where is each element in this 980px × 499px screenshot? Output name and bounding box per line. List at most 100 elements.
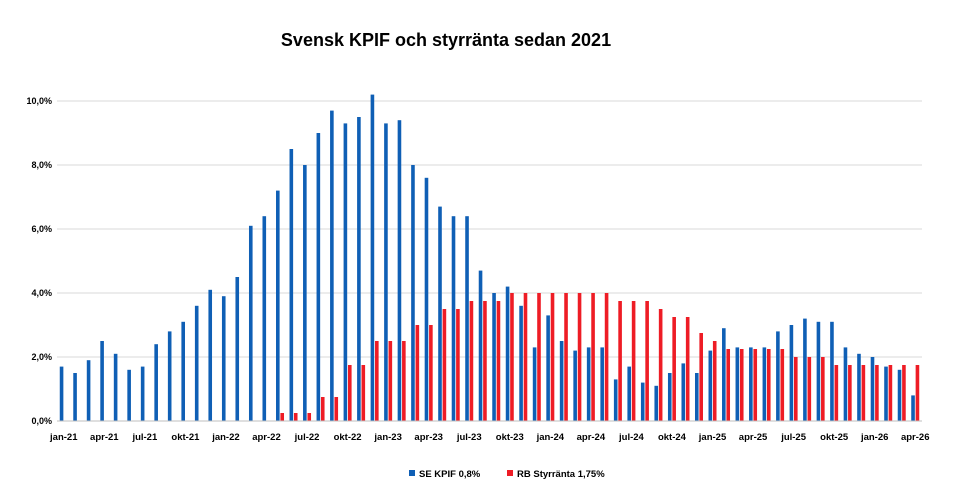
bar-kpif: [330, 110, 334, 421]
bar-kpif: [316, 133, 321, 421]
bar-styrranta: [712, 341, 717, 421]
bar-kpif: [100, 341, 104, 421]
x-tick-label: jul-22: [294, 432, 320, 443]
bar-kpif: [343, 123, 348, 422]
bar-kpif: [559, 341, 564, 421]
bar-kpif: [897, 369, 902, 421]
bar-kpif: [154, 344, 158, 421]
bar-kpif: [289, 149, 294, 421]
bar-styrranta: [726, 349, 731, 421]
chart-title: Svensk KPIF och styrränta sedan 2021: [281, 30, 611, 50]
bar-styrranta: [645, 301, 649, 421]
bar-styrranta: [685, 317, 690, 421]
bar-kpif: [492, 293, 496, 421]
bar-kpif: [830, 321, 834, 421]
bar-styrranta: [469, 301, 474, 421]
x-tick-label: jan-24: [536, 432, 565, 443]
legend-swatch-styrranta: [507, 470, 513, 476]
x-tick-label: apr-22: [252, 432, 281, 443]
bar-kpif: [843, 347, 848, 421]
x-tick-label: apr-21: [90, 432, 119, 443]
bar-kpif: [505, 286, 510, 421]
bar-kpif: [722, 328, 726, 421]
x-tick-label: apr-24: [577, 432, 606, 443]
bar-kpif: [884, 366, 888, 421]
bar-kpif: [627, 366, 632, 421]
bar-styrranta: [753, 349, 758, 421]
bar-kpif: [194, 305, 199, 421]
bar-styrranta: [347, 365, 352, 421]
bar-styrranta: [442, 309, 447, 421]
bar-kpif: [59, 366, 64, 421]
x-tick-label: jul-24: [618, 432, 645, 443]
x-tick-label: jul-23: [456, 432, 482, 443]
legend-label-kpif: SE KPIF 0,8%: [419, 469, 481, 480]
bar-styrranta: [848, 365, 852, 421]
bar-styrranta: [320, 397, 325, 421]
bar-kpif: [140, 366, 145, 421]
bar-kpif: [397, 120, 402, 421]
bar-styrranta: [631, 301, 636, 421]
x-tick-label: apr-26: [901, 432, 930, 443]
bar-kpif: [694, 373, 699, 421]
x-tick-label: apr-23: [414, 432, 443, 443]
bar-styrranta: [307, 413, 312, 421]
bar-kpif: [478, 270, 483, 421]
gridlines: [57, 100, 922, 358]
x-tick-label: okt-23: [496, 432, 524, 443]
bar-styrranta: [807, 357, 812, 421]
bar-kpif: [86, 360, 91, 421]
bar-kpif: [776, 331, 780, 421]
bar-kpif: [221, 296, 226, 421]
bar-kpif: [762, 347, 767, 421]
bar-styrranta: [577, 293, 582, 421]
bar-styrranta: [834, 365, 839, 421]
bar-kpif: [181, 321, 185, 421]
x-tick-label: jul-21: [131, 432, 158, 443]
x-tick-label: okt-22: [334, 432, 362, 443]
x-tick-label: okt-25: [820, 432, 849, 443]
x-tick-label: jan-23: [373, 432, 401, 443]
legend-label-styrranta: RB Styrränta 1,75%: [517, 469, 605, 480]
bar-styrranta: [483, 301, 487, 421]
legend-swatch-kpif: [409, 470, 415, 476]
bar-kpif: [735, 347, 740, 421]
bar-kpif: [113, 353, 118, 421]
y-tick-label: 10,0%: [26, 96, 52, 106]
bar-kpif: [127, 369, 131, 421]
bar-styrranta: [699, 333, 703, 421]
bar-styrranta: [902, 365, 906, 421]
bar-styrranta: [780, 349, 785, 421]
bar-styrranta: [888, 365, 893, 421]
bar-kpif: [208, 289, 213, 421]
bar-kpif: [424, 177, 429, 421]
bar-styrranta: [672, 317, 676, 421]
x-tick-label: okt-21: [171, 432, 200, 443]
bar-styrranta: [280, 413, 285, 421]
bar-kpif: [586, 347, 591, 421]
bar-styrranta: [564, 293, 568, 421]
bar-kpif: [235, 277, 240, 421]
bar-styrranta: [861, 365, 866, 421]
x-tick-label: jul-25: [780, 432, 807, 443]
bar-styrranta: [415, 325, 420, 421]
bar-kpif: [870, 357, 875, 421]
bar-kpif: [167, 331, 172, 421]
y-tick-label: 2,0%: [31, 352, 52, 362]
bar-kpif: [573, 350, 577, 421]
bar-styrranta: [456, 309, 460, 421]
y-tick-label: 6,0%: [31, 224, 52, 234]
bar-kpif: [654, 385, 659, 421]
bar-kpif: [749, 347, 753, 421]
bar-kpif: [370, 94, 375, 421]
bar-kpif: [451, 216, 456, 421]
bar-kpif: [613, 379, 618, 421]
bar-kpif: [532, 347, 537, 421]
bar-styrranta: [429, 325, 433, 421]
legend: SE KPIF 0,8% RB Styrränta 1,75%: [409, 469, 605, 480]
bar-kpif: [789, 325, 794, 421]
bar-kpif: [667, 373, 672, 421]
bar-styrranta: [658, 309, 663, 421]
bar-kpif: [411, 165, 415, 421]
x-tick-label: apr-25: [739, 432, 768, 443]
